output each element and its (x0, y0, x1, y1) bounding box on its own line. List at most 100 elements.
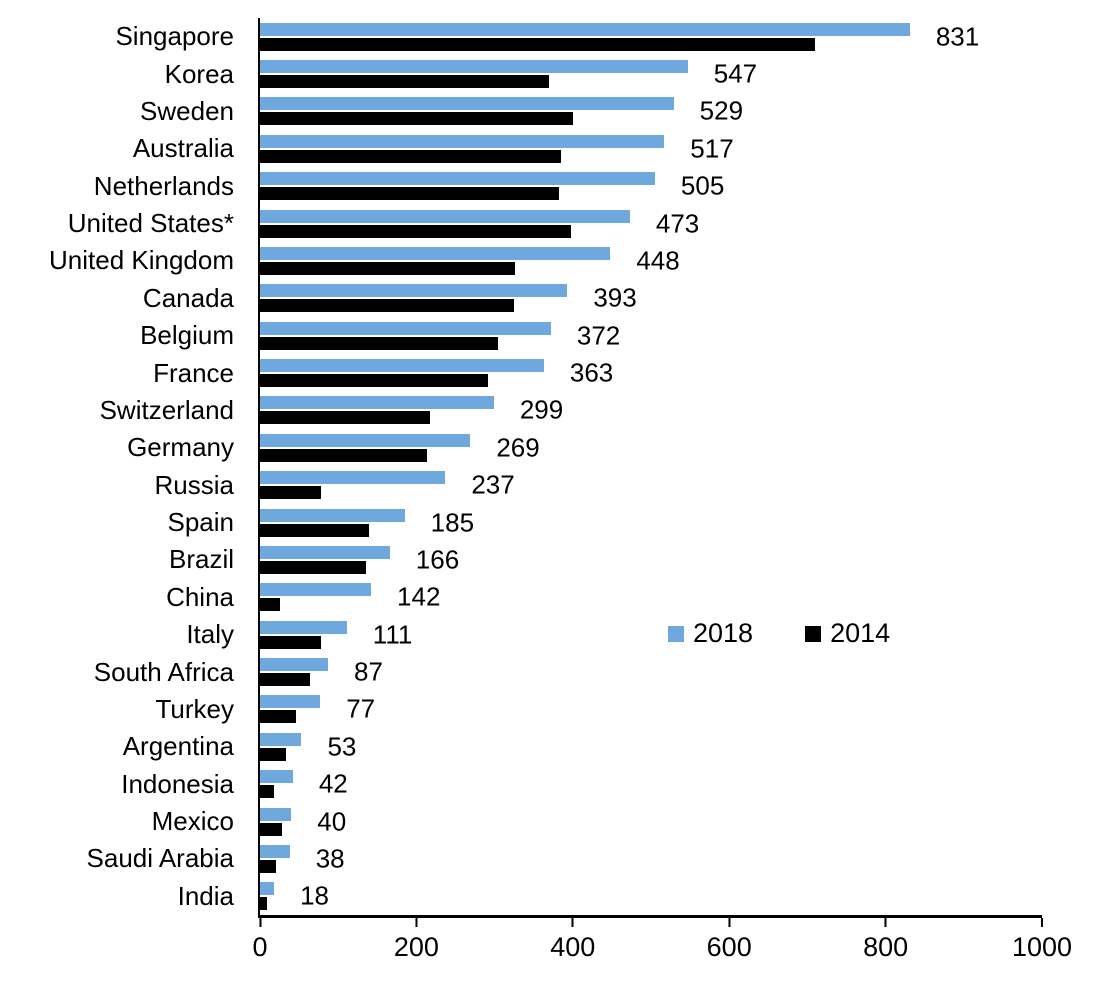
bar-row: 18 (260, 878, 1042, 915)
bar-group (260, 695, 1042, 724)
bar-2018 (260, 583, 372, 597)
bar-2014 (260, 785, 275, 799)
category-label: United Kingdom (49, 245, 234, 276)
bar-row: 393 (260, 280, 1042, 317)
bar-2018 (260, 246, 611, 260)
bar-2018 (260, 508, 405, 522)
category-label: Brazil (168, 544, 234, 575)
bar-group (260, 359, 1042, 388)
bar-2018 (260, 396, 494, 410)
bar-row: 299 (260, 392, 1042, 429)
value-label: 185 (430, 507, 475, 538)
value-label: 517 (690, 133, 734, 164)
bar-rows: 831 547 529 517 505 473 448 393 372 363 299 269 237 1… (260, 18, 1042, 915)
bar-2014 (260, 635, 321, 649)
bar-2018 (260, 545, 390, 559)
value-label: 111 (372, 619, 413, 650)
bar-row: 505 (260, 168, 1042, 205)
bar-2014 (260, 523, 370, 537)
bar-row: 237 (260, 467, 1042, 504)
value-label: 269 (496, 432, 540, 463)
category-label: Argentina (122, 731, 234, 762)
x-tick-mark (884, 918, 887, 927)
legend-label-2018: 2018 (693, 618, 754, 648)
bar-2018 (260, 695, 321, 709)
x-tick-label: 400 (550, 932, 596, 962)
bar-row: 87 (260, 653, 1042, 690)
value-label: 393 (593, 282, 637, 313)
value-label: 142 (397, 581, 441, 612)
category-label: Turkey (155, 693, 235, 724)
bar-2018 (260, 844, 290, 858)
bar-group (260, 583, 1042, 612)
category-label: South Africa (93, 656, 234, 687)
bar-2014 (260, 224, 572, 238)
value-label: 40 (317, 806, 347, 837)
bar-2014 (260, 560, 366, 574)
bar-row: 166 (260, 541, 1042, 578)
category-label: Spain (167, 507, 235, 538)
value-label: 42 (318, 768, 348, 799)
bar-2018 (260, 658, 329, 672)
bar-group (260, 732, 1042, 761)
bar-row: 42 (260, 766, 1042, 803)
bar-group (260, 22, 1042, 51)
bar-2014 (260, 261, 515, 275)
legend-item-2014: 2014 (805, 618, 890, 649)
bar-2014 (260, 448, 428, 462)
bar-group (260, 658, 1042, 687)
category-label: Belgium (140, 320, 234, 351)
x-tick-mark (728, 918, 731, 927)
value-label: 363 (569, 357, 614, 388)
bar-2014 (260, 747, 286, 761)
value-label: 529 (699, 95, 744, 126)
bar-2018 (260, 620, 347, 634)
bar-2014 (260, 75, 550, 89)
value-label: 237 (471, 469, 515, 500)
category-label: Mexico (151, 806, 234, 837)
bar-2018 (260, 134, 665, 148)
x-tick-label: 1000 (1011, 932, 1073, 962)
bar-2018 (260, 284, 568, 298)
category-label: Indonesia (121, 768, 234, 799)
bar-2014 (260, 859, 277, 873)
value-label: 166 (415, 544, 460, 575)
bar-group (260, 471, 1042, 500)
x-tick-label: 600 (706, 932, 752, 962)
bar-row: 372 (260, 317, 1042, 354)
category-label: Australia (132, 133, 234, 164)
bar-2018 (260, 433, 471, 447)
bar-row: 363 (260, 354, 1042, 391)
x-tick: 200 (394, 918, 439, 963)
category-label: Italy (186, 619, 234, 650)
bar-group (260, 134, 1042, 163)
legend-item-2018: 2018 (668, 618, 753, 649)
bar-group (260, 770, 1042, 799)
category-label: Korea (164, 58, 234, 89)
x-tick: 600 (707, 918, 752, 963)
bar-2014 (260, 112, 573, 126)
x-tick: 400 (550, 918, 595, 963)
value-label: 38 (315, 843, 345, 874)
bar-row: 185 (260, 504, 1042, 541)
bar-2018 (260, 172, 655, 186)
bar-group (260, 246, 1042, 275)
legend-label-2014: 2014 (830, 618, 891, 648)
bar-2014 (260, 486, 321, 500)
category-label: Germany (127, 432, 234, 463)
value-label: 18 (300, 880, 329, 911)
bar-group (260, 807, 1042, 836)
legend-swatch-2014-icon (805, 625, 822, 642)
bar-row: 473 (260, 205, 1042, 242)
bar-2014 (260, 336, 498, 350)
bar-2014 (260, 299, 515, 313)
bar-group (260, 620, 1042, 649)
legend-swatch-2018-icon (668, 625, 684, 642)
bar-row: 40 (260, 803, 1042, 840)
bar-group (260, 882, 1042, 911)
bar-group (260, 508, 1042, 537)
bar-2014 (260, 822, 282, 836)
x-tick-label: 800 (863, 932, 909, 962)
x-tick-mark (415, 918, 418, 927)
